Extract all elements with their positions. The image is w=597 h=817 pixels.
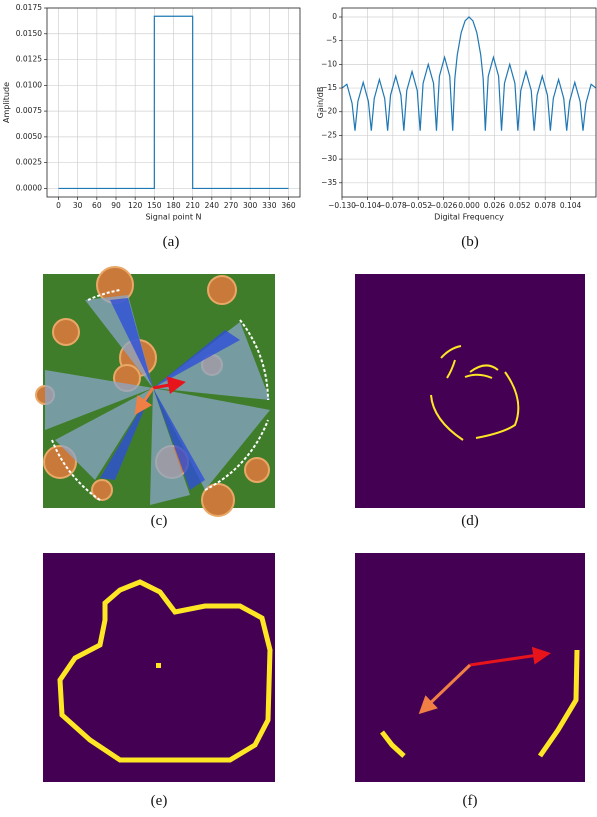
scene-image — [35, 266, 275, 517]
caption: (d) — [461, 513, 479, 529]
y-tick-label: 0 — [332, 12, 337, 21]
y-tick-label: −35 — [321, 178, 337, 187]
x-tick-label: 150 — [147, 201, 162, 210]
x-tick-label: 30 — [73, 201, 83, 210]
caption: (f) — [463, 793, 478, 809]
y-tick-label: −30 — [321, 154, 337, 163]
x-tick-label: 90 — [111, 201, 121, 210]
edge-map-image — [355, 274, 585, 508]
x-axis-label: Signal point N — [145, 213, 201, 222]
y-tick-label: 0.0125 — [16, 55, 42, 64]
y-tick-label: 0.0100 — [16, 80, 42, 89]
x-tick-label: 0.052 — [509, 201, 531, 210]
y-tick-label: −20 — [321, 107, 337, 116]
caption: (a) — [163, 234, 180, 250]
y-tick-label: 0.0050 — [16, 132, 42, 141]
y-tick-label: 0.0150 — [16, 29, 42, 38]
x-tick-label: 240 — [205, 201, 220, 210]
y-tick-label: −15 — [321, 83, 337, 92]
x-tick-label: 270 — [224, 201, 239, 210]
y-tick-label: −10 — [321, 59, 337, 68]
x-tick-label: −0.026 — [430, 201, 458, 210]
x-tick-label: 0.026 — [484, 201, 506, 210]
caption: (b) — [461, 234, 479, 250]
x-tick-label: 360 — [281, 201, 296, 210]
detection-image — [355, 553, 585, 782]
x-tick-label: 210 — [186, 201, 201, 210]
y-axis-label: Gain/dB — [316, 87, 325, 119]
x-tick-label: 60 — [92, 201, 102, 210]
y-tick-label: −25 — [321, 130, 337, 139]
plot-frame — [46, 7, 301, 198]
caption: (c) — [151, 513, 168, 529]
y-tick-label: 0.0075 — [16, 106, 42, 115]
x-tick-label: 0.000 — [458, 201, 480, 210]
data-line — [341, 16, 597, 131]
x-tick-label: −0.104 — [354, 201, 382, 210]
y-tick-label: 0.0175 — [16, 3, 42, 12]
x-axis-label: Digital Frequency — [434, 213, 504, 222]
occupancy-image — [43, 553, 275, 782]
x-tick-label: 0 — [56, 201, 61, 210]
x-tick-label: 120 — [128, 201, 143, 210]
y-tick-label: −5 — [326, 36, 337, 45]
y-tick-label: 0.0025 — [16, 158, 42, 167]
x-tick-label: 180 — [166, 201, 181, 210]
data-line — [58, 15, 289, 190]
plot-frame — [341, 7, 597, 198]
x-tick-label: 300 — [243, 201, 258, 210]
y-axis-label: Amplitude — [2, 82, 11, 123]
x-tick-label: −0.052 — [404, 201, 432, 210]
caption: (e) — [151, 793, 168, 809]
x-tick-label: 0.078 — [534, 201, 556, 210]
x-tick-label: 330 — [262, 201, 277, 210]
x-tick-label: −0.078 — [379, 201, 407, 210]
x-tick-label: 0.104 — [560, 201, 582, 210]
x-tick-label: −0.130 — [328, 201, 356, 210]
y-tick-label: 0.0000 — [16, 183, 42, 192]
